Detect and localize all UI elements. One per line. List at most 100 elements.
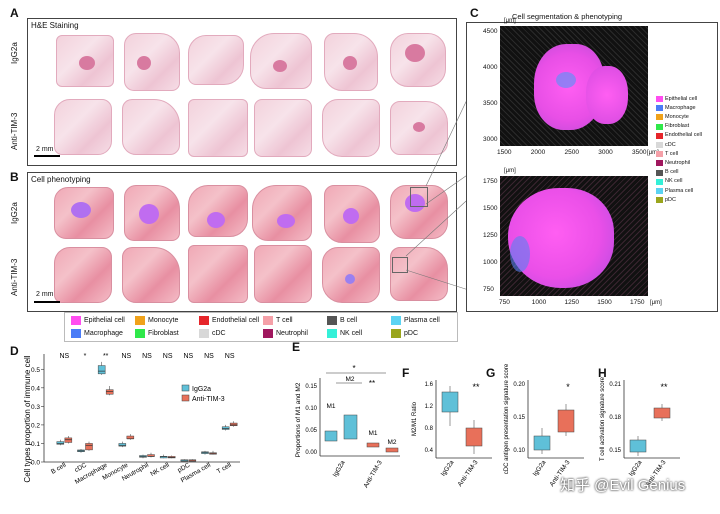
d-box bbox=[118, 443, 127, 447]
e-x-label-igg2a: IgG2a bbox=[332, 459, 347, 478]
h-box-trt bbox=[653, 407, 671, 419]
x-tick-label: 3500 bbox=[632, 149, 647, 156]
g-box-ctrl bbox=[533, 435, 551, 451]
he-lesion bbox=[273, 60, 287, 72]
d-box bbox=[188, 459, 197, 462]
legend-label: pDC bbox=[404, 330, 419, 337]
h-y-tick-label: 0.21 bbox=[609, 382, 621, 388]
d-box bbox=[85, 443, 93, 451]
panel-b-title: Cell phenotyping bbox=[31, 175, 91, 184]
y-tick-label: 1000 bbox=[483, 259, 498, 266]
c-legend-label: pDC bbox=[665, 196, 677, 203]
ph-tissue bbox=[252, 185, 312, 241]
legend-swatch bbox=[135, 316, 145, 325]
panel-a-scale-label: 2 mm bbox=[36, 146, 54, 153]
f-box-ctrl bbox=[441, 391, 459, 413]
he-lesion bbox=[137, 56, 151, 70]
c-legend-label: B cell bbox=[665, 169, 679, 176]
he-lesion bbox=[343, 56, 357, 70]
d-sig-label: NS bbox=[163, 353, 173, 360]
c-legend-label: Fibroblast bbox=[665, 123, 690, 130]
ph-lesion bbox=[71, 202, 91, 218]
d-box bbox=[180, 459, 189, 462]
c-top-unit-x: [μm] bbox=[647, 150, 659, 156]
c-legend-swatch bbox=[656, 178, 663, 185]
x-tick-label: 1500 bbox=[597, 299, 612, 306]
e-m2-ctrl-label: M2 bbox=[345, 376, 354, 383]
d-box bbox=[97, 365, 106, 375]
d-legend-label-anti-tim3: Anti-TIM-3 bbox=[192, 396, 225, 403]
ph-tissue bbox=[54, 187, 114, 239]
f-y-tick-label: 1.2 bbox=[425, 404, 434, 410]
ph-tissue bbox=[188, 245, 248, 303]
d-y-tick-label: 0.0 bbox=[31, 460, 40, 467]
ph-lesion bbox=[345, 274, 355, 284]
panel-c-title: Cell segmentation & phenotyping bbox=[512, 12, 623, 21]
segmentation-image-bottom bbox=[500, 176, 648, 296]
h-sig: ** bbox=[660, 382, 668, 392]
e-y-tick-label: 0.15 bbox=[305, 384, 317, 390]
d-sig-label: NS bbox=[204, 353, 214, 360]
g-y-tick-label: 0.10 bbox=[513, 448, 525, 454]
h-y-tick-label: 0.15 bbox=[609, 448, 621, 454]
ph-tissue bbox=[254, 245, 312, 303]
panel-e-letter: E bbox=[292, 340, 301, 354]
f-x-label-igg2a: IgG2a bbox=[440, 459, 456, 478]
legend-swatch bbox=[327, 329, 337, 338]
seg-tumor-right bbox=[586, 66, 628, 124]
c-legend-swatch bbox=[656, 114, 663, 121]
h-y-tick-label: 0.18 bbox=[609, 415, 621, 421]
c-top-unit: [μm] bbox=[504, 18, 516, 24]
x-tick-label: 1250 bbox=[564, 299, 579, 306]
c-legend-label: cDC bbox=[665, 141, 676, 148]
e-sig-top: * bbox=[352, 364, 355, 373]
e-y-tick-label: 0.00 bbox=[305, 450, 317, 456]
he-tissue bbox=[122, 99, 180, 155]
watermark: 知乎 @Evil Genius bbox=[560, 477, 686, 494]
d-y-tick-label: 0.3 bbox=[31, 404, 40, 411]
legend-swatch bbox=[263, 329, 273, 338]
d-category-label: NK cell bbox=[149, 461, 171, 478]
c-bot-unit: [μm] bbox=[504, 168, 516, 174]
he-tissue bbox=[124, 33, 180, 91]
x-tick-label: 2000 bbox=[530, 149, 546, 156]
d-sig-label: NS bbox=[121, 353, 131, 360]
legend-swatch bbox=[327, 316, 337, 325]
e-box-m2-ctrl bbox=[343, 414, 358, 440]
d-category-label: T cell bbox=[216, 461, 233, 475]
panel-a-letter: A bbox=[10, 6, 19, 20]
he-tissue bbox=[56, 35, 114, 87]
legend-label: Epithelial cell bbox=[84, 317, 125, 324]
g-sig: * bbox=[566, 382, 570, 392]
legend-label: cDC bbox=[212, 330, 226, 337]
c-legend-swatch bbox=[656, 160, 663, 167]
legend-swatch bbox=[391, 316, 401, 325]
he-tissue bbox=[390, 33, 446, 87]
x-tick-label: 2500 bbox=[564, 149, 579, 156]
g-x-label-igg2a: IgG2a bbox=[532, 459, 548, 478]
c-legend-label: Plasma cell bbox=[665, 187, 694, 194]
ph-tissue bbox=[390, 185, 448, 239]
x-tick-label: 3000 bbox=[598, 149, 613, 156]
panel-b-letter: B bbox=[10, 170, 19, 184]
legend-swatch bbox=[199, 316, 209, 325]
f-x-label-anti-tim3: Anti-TIM-3 bbox=[456, 459, 479, 488]
ph-lesion bbox=[343, 208, 359, 224]
d-y-tick-label: 0.2 bbox=[31, 422, 40, 429]
e-m1-ctrl-label: M1 bbox=[326, 403, 335, 410]
c-legend-label: Epithelial cell bbox=[665, 95, 698, 102]
panel-g-letter: G bbox=[486, 366, 496, 380]
c-legend-swatch bbox=[656, 142, 663, 148]
he-tissue bbox=[324, 33, 378, 91]
f-sig: ** bbox=[472, 382, 480, 392]
ph-tissue bbox=[322, 247, 380, 303]
d-sig-label: NS bbox=[59, 353, 69, 360]
c-bot-unit-x: [μm] bbox=[650, 300, 662, 306]
d-box bbox=[229, 422, 238, 427]
legend-swatch bbox=[199, 329, 209, 338]
seg-tumor-bottom bbox=[508, 188, 614, 288]
legend-label: NK cell bbox=[340, 330, 363, 337]
he-tissue bbox=[188, 35, 244, 85]
legend-label: Neutrophil bbox=[276, 330, 308, 337]
ph-lesion bbox=[207, 212, 225, 228]
